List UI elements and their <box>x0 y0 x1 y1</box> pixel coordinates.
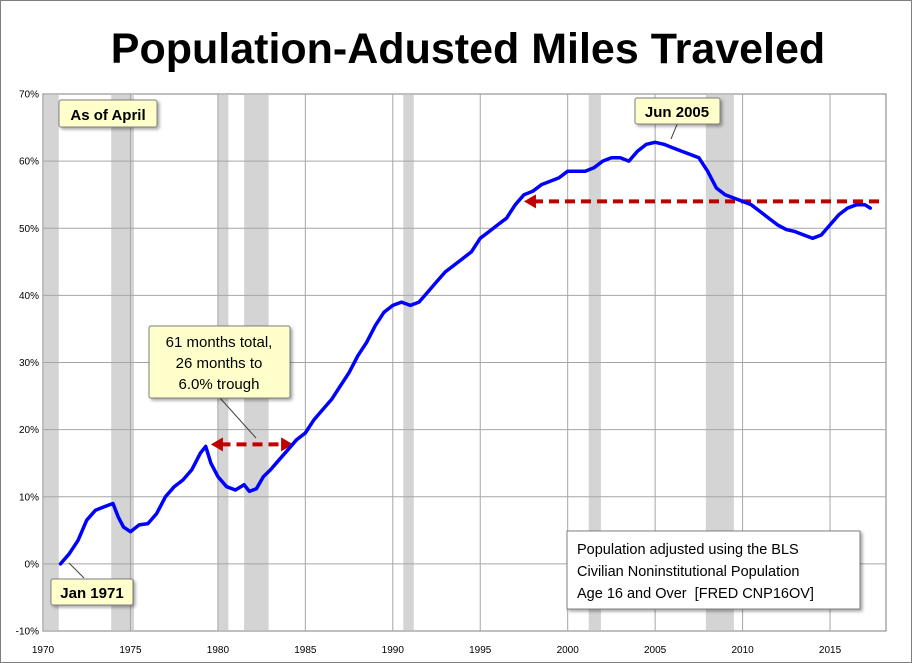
y-tick-label: 40% <box>19 291 39 302</box>
recovery-callout-leader <box>219 397 257 439</box>
series-line-miles-traveled <box>58 140 873 566</box>
x-tick-label: 1995 <box>469 645 492 656</box>
recovery-callout <box>148 325 291 399</box>
y-tick-label: -10% <box>16 627 39 638</box>
start-callout <box>50 578 134 606</box>
as-of-callout <box>58 99 158 128</box>
x-tick-label: 1975 <box>119 645 142 656</box>
peak-callout-leader <box>670 121 679 140</box>
y-tick-label: 70% <box>19 90 39 101</box>
start-callout-leader <box>68 562 85 579</box>
x-tick-label: 2005 <box>644 645 667 656</box>
recovery-arrow-2005-head <box>523 194 536 209</box>
x-axis-tick-labels: 1970 1975 1980 1985 1990 1995 2000 2005 2010 2015 <box>32 645 842 656</box>
source-line-1: Population adjusted using the BLS <box>577 542 799 558</box>
y-tick-label: 60% <box>19 157 39 168</box>
start-label: Jan 1971 <box>60 585 123 602</box>
source-line-2: Civilian Noninstitutional Population <box>577 564 799 580</box>
x-tick-label: 2000 <box>557 645 580 656</box>
x-tick-label: 1980 <box>207 645 230 656</box>
recovery-arrow-1979-head <box>281 437 294 452</box>
recovery-line-1: 61 months total, <box>166 334 273 351</box>
x-tick-label: 1985 <box>294 645 317 656</box>
source-line-3: Age 16 and Over [FRED CNP16OV] <box>577 586 814 602</box>
y-tick-label: 0% <box>25 559 40 570</box>
x-tick-label: 2010 <box>731 645 754 656</box>
y-tick-label: 30% <box>19 358 39 369</box>
x-tick-label: 1990 <box>382 645 405 656</box>
peak-callout <box>634 97 721 125</box>
reference-arrows <box>210 194 880 452</box>
chart-title: Population-Adusted Miles Traveled <box>111 25 825 73</box>
y-axis-tick-labels: -10% 0% 10% 20% 30% 40% 50% 60% 70% <box>16 90 39 638</box>
source-note <box>566 530 861 610</box>
x-tick-label: 2015 <box>819 645 842 656</box>
y-tick-label: 20% <box>19 425 39 436</box>
recovery-arrow-1979-tail-head <box>210 437 223 452</box>
recovery-line-3: 6.0% trough <box>179 376 260 393</box>
y-tick-label: 10% <box>19 492 39 503</box>
y-tick-label: 50% <box>19 224 39 235</box>
as-of-label: As of April <box>70 107 145 124</box>
peak-label: Jun 2005 <box>645 104 709 121</box>
x-tick-label: 1970 <box>32 645 55 656</box>
recovery-line-2: 26 months to <box>176 355 263 372</box>
